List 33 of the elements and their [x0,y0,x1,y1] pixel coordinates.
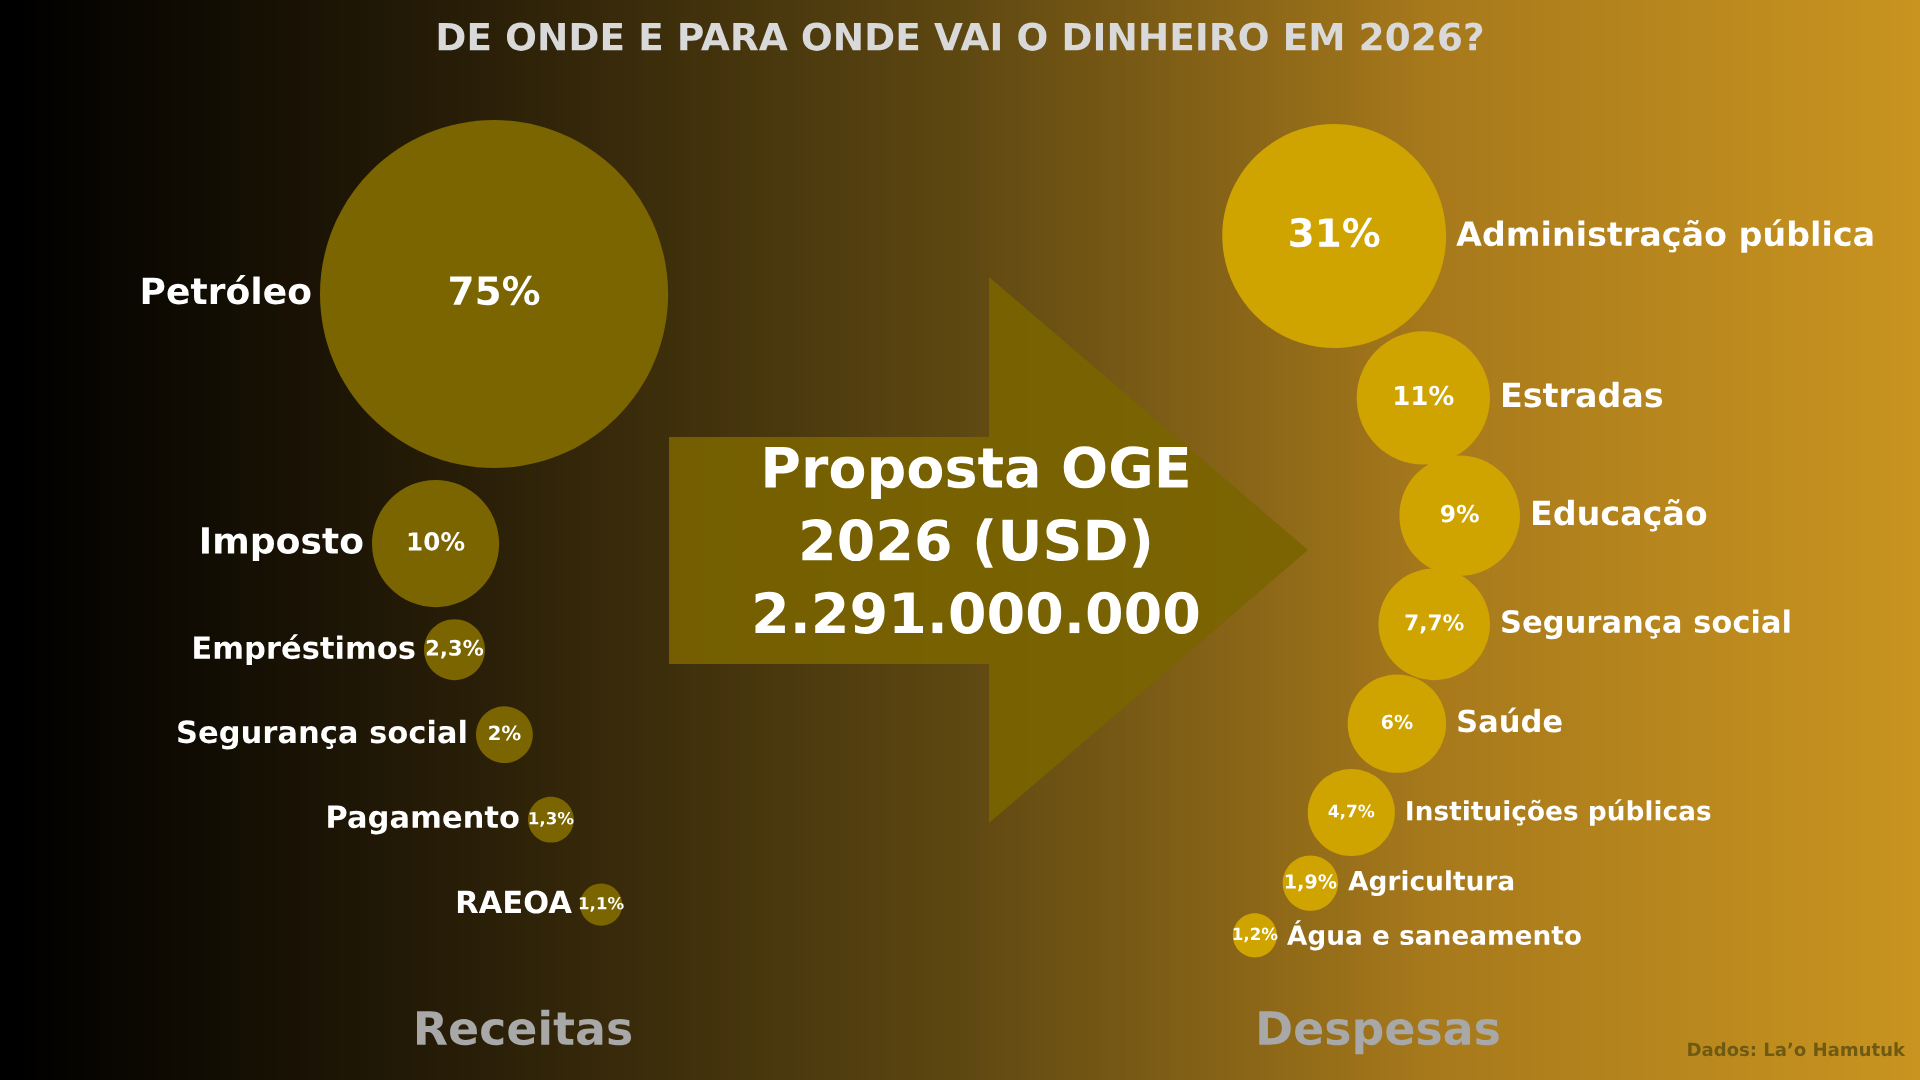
data-label: 7,7% [1405,614,1464,634]
category-label: Imposto [202,527,363,562]
category-label: Educação [1533,499,1707,532]
text: Dados: La’o Hamutuk [1688,1042,1906,1057]
category-label: Agricultura [1348,870,1514,896]
category-label: Administração pública [1456,219,1873,253]
data-label: 1,2% [1233,927,1278,943]
category-label: Segurança social [1502,609,1790,640]
data-label: 2% [489,725,521,741]
text: DE ONDE E PARA ONDE VAI O DINHEIRO EM 2026? [438,22,1483,51]
data-label: 1,9% [1285,874,1337,892]
data-label: 75% [450,275,540,306]
data-label: 31% [1290,217,1380,248]
category-label: Segurança social [178,719,466,750]
text: Receitas [416,1009,632,1046]
data-label: 1,3% [529,811,574,827]
category-label: Água e saneamento [1287,920,1581,951]
text: Proposta OGE 2026 (USD) 2.291.000.000 [755,446,1199,634]
category-label: Estradas [1503,381,1663,408]
text: Despesas [1259,1011,1499,1055]
data-label: 1,1% [579,896,624,912]
data-label: 10% [408,532,465,551]
data-label: 6% [1381,714,1413,730]
category-label: RAEOA [457,890,572,914]
data-label: 2,3% [426,639,484,659]
category-label: Empréstimos [194,634,415,666]
category-label: Instituições públicas [1407,799,1711,826]
data-label: 11% [1395,385,1454,406]
data-label: 4,7% [1328,804,1375,820]
data-label: 9% [1441,504,1479,523]
category-label: Petróleo [142,275,311,305]
category-label: Pagamento [328,805,519,835]
category-label: Saúde [1458,707,1562,733]
